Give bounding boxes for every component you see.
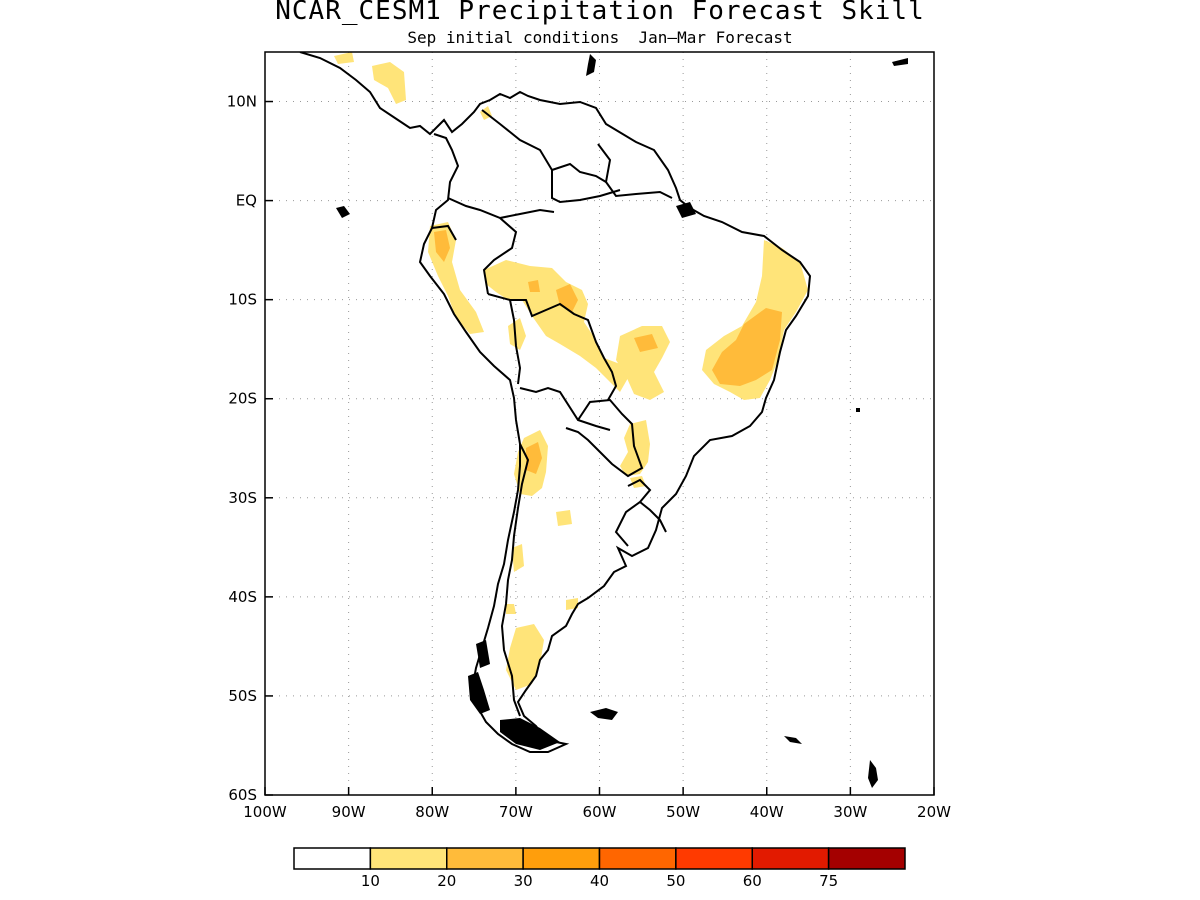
- lat-tick-label: 30S: [228, 489, 257, 507]
- skill-region-patagonia: [506, 624, 544, 690]
- island-atlantic-ne: [892, 58, 908, 66]
- border-peru-bolivia: [509, 299, 522, 385]
- colorbar-swatch: [522, 847, 601, 870]
- colorbar-label: 60: [743, 872, 762, 890]
- colorbar-swatch: [369, 847, 448, 870]
- border-bolivia-south: [519, 386, 611, 431]
- colorbar-label: 10: [361, 872, 380, 890]
- border-argentina-uruguay: [614, 478, 652, 547]
- border-paraguay: [565, 398, 644, 478]
- skill-region-western-amazon: [484, 260, 628, 392]
- colorbar-swatch: [293, 847, 372, 870]
- border-chile-argentina: [500, 443, 530, 717]
- colorbar: 10 20 30 40 50 60 75: [293, 847, 906, 890]
- colorbar-label: 30: [514, 872, 533, 890]
- border-guianas: [597, 143, 673, 199]
- skill-region-central-america: [372, 62, 406, 104]
- lat-tick-label: EQ: [236, 192, 257, 210]
- border-colombia-peru: [447, 197, 518, 295]
- lon-tick-label: 20W: [917, 803, 951, 821]
- grid-lines: [265, 52, 934, 795]
- island-trindade: [856, 408, 860, 412]
- lon-tick-label: 60W: [583, 803, 617, 821]
- lat-tick-label: 60S: [228, 786, 257, 804]
- lat-tick-label: 10N: [227, 93, 257, 111]
- island-falklands: [590, 708, 618, 720]
- colorbar-label: 75: [819, 872, 838, 890]
- skill-region-acre-2: [528, 280, 540, 292]
- colorbar-label: 40: [590, 872, 609, 890]
- lon-tick-label: 40W: [750, 803, 784, 821]
- island-tierra-del-fuego: [500, 718, 560, 750]
- colorbar-swatch: [598, 847, 677, 870]
- lon-tick-label: 50W: [666, 803, 700, 821]
- colorbar-swatch: [751, 847, 830, 870]
- chart-title: NCAR_CESM1 Precipitation Forecast Skill: [275, 0, 925, 26]
- border-ecuador: [431, 224, 457, 241]
- skill-region-nw-argentina-core: [526, 442, 542, 474]
- colorbar-swatch: [827, 847, 906, 870]
- island-south-georgia: [784, 736, 802, 744]
- skill-region-argentina-south: [566, 598, 578, 610]
- colorbar-label: 50: [666, 872, 685, 890]
- skill-region-chile-south: [506, 604, 516, 614]
- island-galapagos: [336, 206, 350, 218]
- lon-tick-label: 90W: [332, 803, 366, 821]
- lon-tick-label: 30W: [833, 803, 867, 821]
- colorbar-label: 20: [437, 872, 456, 890]
- skill-shading: [334, 52, 808, 690]
- lat-axis: 10N EQ 10S 20S 30S 40S 50S 60S: [227, 93, 273, 804]
- lat-tick-label: 50S: [228, 687, 257, 705]
- island-caribbean: [586, 54, 596, 76]
- skill-region-ecuador-inner: [434, 230, 450, 262]
- skill-region-bolivia-west: [508, 318, 526, 350]
- islands: [336, 54, 908, 788]
- border-brazil-west: [499, 208, 555, 219]
- skill-region-chile-central: [512, 544, 524, 572]
- border-uruguay-brazil: [639, 501, 667, 533]
- coastlines: [299, 52, 812, 753]
- chart-subtitle: Sep initial conditions Jan—Mar Forecast: [407, 28, 793, 47]
- island-chiloe: [476, 640, 490, 668]
- border-peru-brazil: [487, 293, 618, 401]
- lon-axis: 100W 90W 80W 70W 60W 50W 40W 30W 20W: [243, 787, 951, 821]
- lon-tick-label: 70W: [499, 803, 533, 821]
- border-colombia-venezuela: [481, 109, 621, 204]
- lon-tick-label: 100W: [243, 803, 287, 821]
- border-venezuela-brazil: [551, 162, 607, 183]
- skill-region-bahia: [712, 308, 782, 386]
- skill-region-central-america-2: [334, 52, 354, 64]
- colorbar-swatch: [675, 847, 753, 870]
- colorbar-swatch: [446, 847, 524, 870]
- island-chile-fjords: [468, 672, 490, 714]
- lon-tick-label: 80W: [415, 803, 449, 821]
- island-sandwich: [868, 760, 878, 788]
- coastline-central-america: [299, 52, 812, 753]
- lat-tick-label: 40S: [228, 588, 257, 606]
- lat-tick-label: 10S: [228, 291, 257, 309]
- skill-region-central-argentina: [556, 510, 572, 526]
- island-marajo: [676, 202, 696, 218]
- skill-region-mato-grosso-core: [634, 334, 658, 352]
- lat-tick-label: 20S: [228, 390, 257, 408]
